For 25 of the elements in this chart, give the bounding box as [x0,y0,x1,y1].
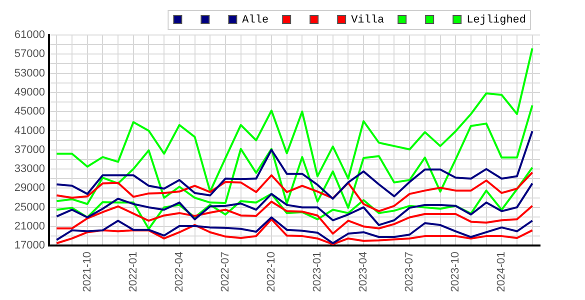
y-tick-label: 53000 [14,67,45,80]
y-tick-label: 37000 [14,144,45,156]
x-tick-label: 2023-01 [312,252,324,292]
y-tick-label: 41000 [14,124,45,137]
y-tick-label: 21000 [14,220,45,233]
y-tick-label: 49000 [14,86,45,98]
x-tick-label: 2021-10 [81,252,94,292]
y-tick-label: 25000 [14,201,45,214]
x-tick-label: 2022-10 [266,252,278,292]
x-tick-label: 2022-01 [127,252,140,292]
y-tick-label: 45000 [14,106,45,118]
x-tick-label: 2023-07 [404,252,416,292]
x-tick-label: 2023-04 [358,252,370,292]
x-tick-label: 2022-07 [219,252,232,292]
x-tick-label: 2022-04 [173,252,186,292]
legend-label: Lejlighed [466,14,526,26]
y-tick-label: 33000 [14,163,45,176]
x-tick-label: 2023-10 [450,252,462,292]
y-tick-label: 61000 [14,29,45,42]
y-tick-label: 17000 [14,240,45,252]
y-tick-label: 29000 [14,182,45,194]
legend-label: Villa [351,14,384,26]
x-tick-label: 2024-01 [496,252,508,292]
legend-label: Alle [242,14,269,26]
y-tick-label: 57000 [14,48,45,60]
